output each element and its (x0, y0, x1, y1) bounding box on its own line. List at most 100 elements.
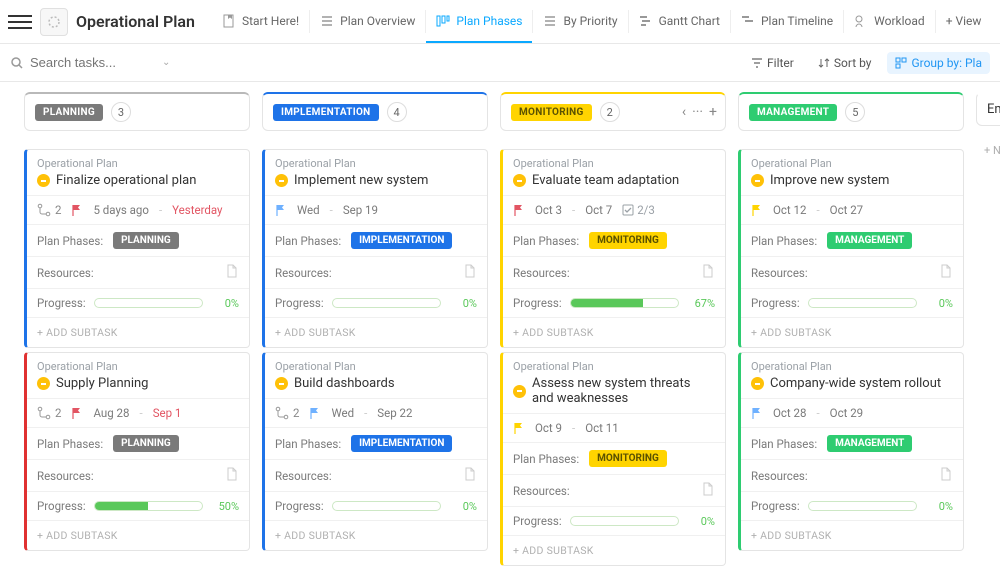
task-card[interactable]: Operational Plan Build dashboards 2 Wed … (262, 352, 488, 551)
column-header[interactable]: PLANNING 3 (24, 92, 250, 131)
task-card[interactable]: Operational Plan Assess new system threa… (500, 352, 726, 566)
phase-label: Plan Phases: (513, 452, 579, 466)
new-task-button[interactable]: + N (976, 144, 1000, 157)
task-card[interactable]: Operational Plan Supply Planning 2 Aug 2… (24, 352, 250, 551)
subtask-icon (37, 406, 51, 420)
phase-label: Plan Phases: (37, 234, 103, 248)
progress-bar (570, 298, 679, 308)
status-icon[interactable] (751, 174, 764, 187)
flag-icon (751, 204, 763, 216)
file-icon (701, 482, 715, 496)
card-breadcrumb: Operational Plan (275, 157, 477, 170)
status-icon[interactable] (275, 377, 288, 390)
task-card[interactable]: Operational Plan Company-wide system rol… (738, 352, 964, 551)
menu-icon[interactable] (8, 15, 32, 29)
add-icon[interactable]: + (709, 104, 717, 120)
phase-tag: PLANNING (113, 435, 179, 452)
collapse-icon[interactable]: ‹ (682, 104, 686, 120)
task-card[interactable]: Operational Plan Improve new system Oct … (738, 149, 964, 348)
status-icon[interactable] (513, 174, 526, 187)
file-icon (463, 264, 477, 278)
tab-plan-phases[interactable]: Plan Phases (426, 0, 532, 43)
phase-tag: PLANNING (113, 232, 179, 249)
app-icon[interactable] (40, 8, 68, 36)
tab-plan-overview[interactable]: Plan Overview (310, 0, 425, 43)
progress-label: Progress: (751, 296, 800, 310)
task-card[interactable]: Operational Plan Implement new system We… (262, 149, 488, 348)
date-start: Oct 3 (535, 203, 562, 217)
column: IMPLEMENTATION 4 Operational Plan Implem… (262, 92, 488, 570)
task-card[interactable]: Operational Plan Evaluate team adaptatio… (500, 149, 726, 348)
card-breadcrumb: Operational Plan (513, 157, 715, 170)
tab-timeline[interactable]: Plan Timeline (731, 0, 843, 43)
subtask-count: 2 (55, 406, 61, 420)
card-title: Evaluate team adaptation (532, 173, 679, 188)
column-count: 3 (111, 102, 131, 122)
add-subtask-button[interactable]: + ADD SUBTASK (27, 521, 249, 550)
add-subtask-button[interactable]: + ADD SUBTASK (741, 521, 963, 550)
card-title: Supply Planning (56, 376, 148, 391)
column-header[interactable]: MANAGEMENT 5 (738, 92, 964, 131)
tab-gantt[interactable]: Gantt Chart (629, 0, 730, 43)
file-icon (225, 264, 239, 278)
board: PLANNING 3 Operational Plan Finalize ope… (0, 82, 1000, 570)
more-icon[interactable]: ··· (692, 104, 703, 120)
flag-icon (71, 407, 83, 419)
tab-start-here[interactable]: Start Here! (212, 0, 309, 43)
phase-tag: IMPLEMENTATION (351, 232, 452, 249)
status-icon[interactable] (37, 174, 50, 187)
date-end: Sep 22 (377, 406, 412, 420)
tab-by-priority[interactable]: By Priority (533, 0, 627, 43)
progress-bar (94, 501, 203, 511)
resources-label: Resources: (751, 469, 808, 483)
tab-add-view[interactable]: + View (936, 0, 992, 43)
status-icon[interactable] (751, 377, 764, 390)
add-subtask-button[interactable]: + ADD SUBTASK (27, 318, 249, 347)
add-subtask-button[interactable]: + ADD SUBTASK (503, 536, 725, 565)
card-breadcrumb: Operational Plan (37, 157, 239, 170)
group-button[interactable]: Group by: Pla (887, 52, 990, 74)
status-icon[interactable] (37, 377, 50, 390)
resources-label: Resources: (513, 484, 570, 498)
date-end: Oct 29 (830, 406, 863, 420)
progress-pct: 0% (925, 500, 953, 513)
file-icon (225, 467, 239, 481)
chevron-down-icon[interactable]: ⌄ (162, 57, 170, 68)
progress-pct: 0% (449, 500, 477, 513)
column-count: 5 (845, 102, 865, 122)
add-subtask-button[interactable]: + ADD SUBTASK (741, 318, 963, 347)
add-subtask-button[interactable]: + ADD SUBTASK (265, 521, 487, 550)
status-icon[interactable] (513, 385, 526, 398)
column-header[interactable]: MONITORING 2 ‹···+ (500, 92, 726, 131)
subtask-count: 2 (55, 203, 61, 217)
filter-button[interactable]: Filter (743, 52, 802, 74)
date-start: 5 days ago (93, 203, 148, 217)
resources-label: Resources: (275, 266, 332, 280)
task-card[interactable]: Operational Plan Finalize operational pl… (24, 149, 250, 348)
phase-label: Plan Phases: (513, 234, 579, 248)
card-breadcrumb: Operational Plan (751, 360, 953, 373)
add-subtask-button[interactable]: + ADD SUBTASK (503, 318, 725, 347)
status-icon[interactable] (275, 174, 288, 187)
column: MANAGEMENT 5 Operational Plan Improve ne… (738, 92, 964, 570)
file-icon (939, 467, 953, 481)
column-header[interactable]: IMPLEMENTATION 4 (262, 92, 488, 131)
resources-label: Resources: (275, 469, 332, 483)
sort-button[interactable]: Sort by (810, 52, 880, 74)
search-input[interactable] (30, 55, 150, 70)
card-breadcrumb: Operational Plan (751, 157, 953, 170)
phase-tag: MANAGEMENT (827, 232, 912, 249)
date-start: Aug 28 (93, 406, 129, 420)
flag-icon (71, 204, 83, 216)
date-start: Wed (297, 203, 320, 217)
tab-workload[interactable]: Workload (844, 0, 935, 43)
resources-label: Resources: (751, 266, 808, 280)
subtask-icon (37, 203, 51, 217)
resources-label: Resources: (37, 266, 94, 280)
flag-icon (513, 204, 525, 216)
column: PLANNING 3 Operational Plan Finalize ope… (24, 92, 250, 570)
phase-tag: MONITORING (589, 232, 667, 249)
date-start: Oct 28 (773, 406, 806, 420)
add-subtask-button[interactable]: + ADD SUBTASK (265, 318, 487, 347)
progress-pct: 0% (211, 297, 239, 310)
